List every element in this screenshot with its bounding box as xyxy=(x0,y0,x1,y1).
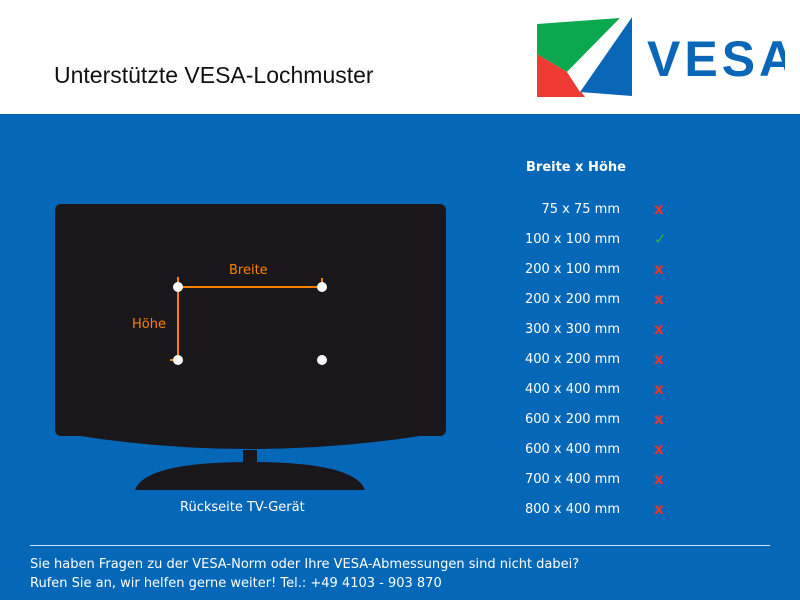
table-row: 600 x 200 mm x xyxy=(490,410,690,432)
size-label: 300 x 300 mm xyxy=(524,322,620,337)
cross-icon: x xyxy=(654,470,664,488)
mount-hole xyxy=(317,355,327,365)
footer-line-2: Rufen Sie an, wir helfen gerne weiter! T… xyxy=(30,576,442,591)
cross-icon: x xyxy=(654,320,664,338)
mount-hole xyxy=(173,282,183,292)
cross-icon: x xyxy=(654,200,664,218)
size-label: 200 x 200 mm xyxy=(524,292,620,307)
tv-back-diagram xyxy=(55,204,446,490)
table-row: 600 x 400 mm x xyxy=(490,440,690,462)
svg-text:VESA: VESA xyxy=(647,31,785,87)
cross-icon: x xyxy=(654,350,664,368)
divider xyxy=(30,545,770,546)
cross-icon: x xyxy=(654,260,664,278)
size-label: 600 x 200 mm xyxy=(524,412,620,427)
table-row: 400 x 400 mm x xyxy=(490,380,690,402)
size-label: 800 x 400 mm xyxy=(524,502,620,517)
mount-hole xyxy=(173,355,183,365)
size-label: 600 x 400 mm xyxy=(524,442,620,457)
page-title: Unterstützte VESA-Lochmuster xyxy=(54,62,374,88)
table-row: 400 x 200 mm x xyxy=(490,350,690,372)
table-row: 100 x 100 mm ✓ xyxy=(490,230,690,252)
table-row: 200 x 200 mm x xyxy=(490,290,690,312)
mount-hole xyxy=(317,282,327,292)
cross-icon: x xyxy=(654,500,664,518)
header: Unterstützte VESA-Lochmuster VESA xyxy=(0,0,800,114)
size-label: 100 x 100 mm xyxy=(524,232,620,247)
cross-icon: x xyxy=(654,380,664,398)
size-label: 700 x 400 mm xyxy=(524,472,620,487)
size-label: 400 x 400 mm xyxy=(524,382,620,397)
width-label: Breite xyxy=(229,263,268,278)
size-label: 200 x 100 mm xyxy=(524,262,620,277)
table-row: 800 x 400 mm x xyxy=(490,500,690,522)
table-row: 700 x 400 mm x xyxy=(490,470,690,492)
table-row: 300 x 300 mm x xyxy=(490,320,690,342)
size-label: 400 x 200 mm xyxy=(524,352,620,367)
cross-icon: x xyxy=(654,290,664,308)
tv-caption: Rückseite TV-Gerät xyxy=(180,500,305,515)
table-row: 200 x 100 mm x xyxy=(490,260,690,282)
check-icon: ✓ xyxy=(654,230,667,248)
cross-icon: x xyxy=(654,410,664,428)
footer-line-1: Sie haben Fragen zu der VESA-Norm oder I… xyxy=(30,557,580,572)
table-header: Breite x Höhe xyxy=(526,160,626,175)
size-label: 75 x 75 mm xyxy=(541,202,620,217)
height-label: Höhe xyxy=(132,317,166,332)
vesa-logo: VESA xyxy=(537,17,785,97)
cross-icon: x xyxy=(654,440,664,458)
table-row: 75 x 75 mm x xyxy=(490,200,690,222)
